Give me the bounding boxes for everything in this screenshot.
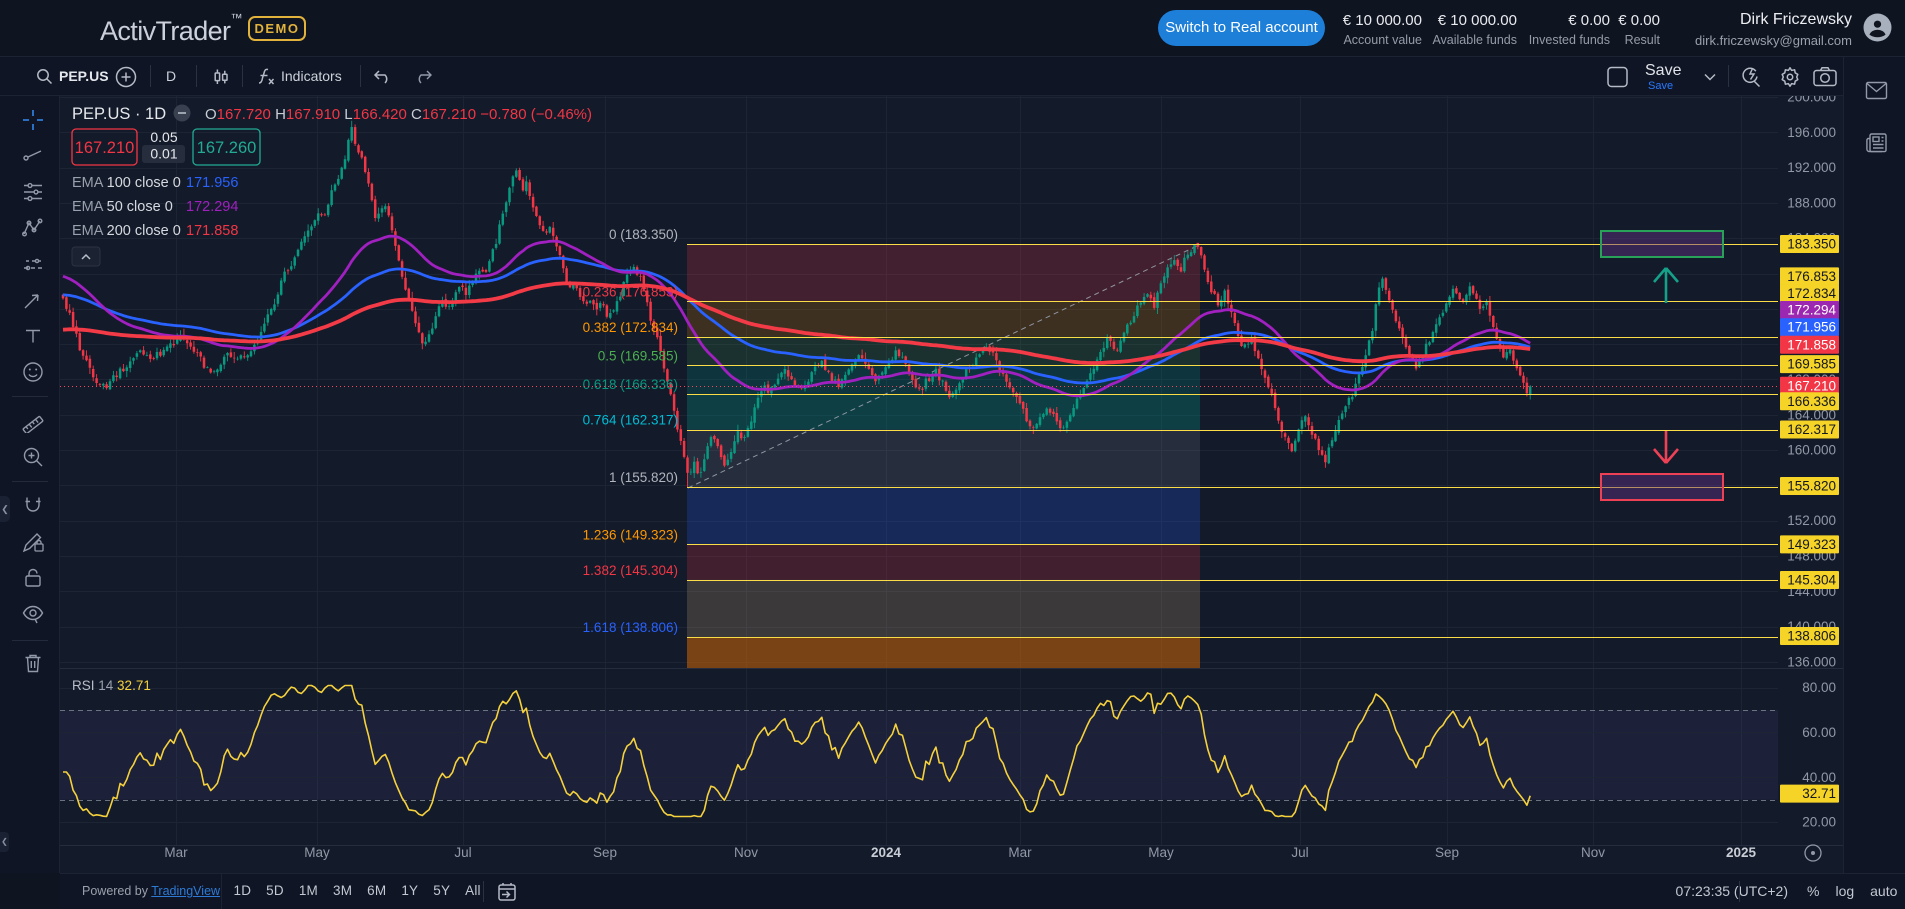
svg-text:172.294: 172.294 xyxy=(186,199,238,215)
svg-text:EMA 100 close 0: EMA 100 close 0 xyxy=(72,175,181,191)
svg-text:192.000: 192.000 xyxy=(1787,160,1836,175)
svg-text:Nov: Nov xyxy=(734,845,758,860)
svg-text:145.304: 145.304 xyxy=(1787,573,1836,588)
svg-text:1.236 (149.323): 1.236 (149.323) xyxy=(583,527,678,542)
svg-text:80.00: 80.00 xyxy=(1802,680,1836,695)
svg-text:PEP.US · 1D: PEP.US · 1D xyxy=(72,105,166,123)
svg-text:EMA 50 close 0: EMA 50 close 0 xyxy=(72,199,173,215)
svg-text:155.820: 155.820 xyxy=(1787,479,1836,494)
svg-text:164.000: 164.000 xyxy=(1787,407,1836,422)
svg-text:EMA 200 close 0: EMA 200 close 0 xyxy=(72,223,181,239)
svg-text:152.000: 152.000 xyxy=(1787,513,1836,528)
svg-text:171.858: 171.858 xyxy=(186,223,238,239)
svg-text:40.00: 40.00 xyxy=(1802,770,1836,785)
svg-text:172.294: 172.294 xyxy=(1787,303,1836,318)
svg-text:200.000: 200.000 xyxy=(1787,96,1836,105)
svg-text:176.853: 176.853 xyxy=(1787,269,1836,284)
svg-text:0.05: 0.05 xyxy=(150,129,177,145)
svg-text:171.858: 171.858 xyxy=(1787,337,1836,352)
svg-text:196.000: 196.000 xyxy=(1787,125,1836,140)
svg-text:0.764 (162.317): 0.764 (162.317) xyxy=(583,413,678,428)
svg-text:Nov: Nov xyxy=(1581,845,1605,860)
svg-text:172.834: 172.834 xyxy=(1787,286,1836,301)
svg-text:32.71: 32.71 xyxy=(1802,786,1836,801)
svg-text:0 (183.350): 0 (183.350) xyxy=(609,227,678,242)
svg-text:20.00: 20.00 xyxy=(1802,815,1836,830)
svg-text:1 (155.820): 1 (155.820) xyxy=(609,470,678,485)
svg-text:167.210: 167.210 xyxy=(1787,378,1836,393)
svg-text:171.956: 171.956 xyxy=(1787,320,1836,335)
svg-text:183.350: 183.350 xyxy=(1787,237,1836,252)
svg-text:Mar: Mar xyxy=(1008,845,1032,860)
svg-text:160.000: 160.000 xyxy=(1787,443,1836,458)
svg-text:May: May xyxy=(304,845,330,860)
svg-text:149.323: 149.323 xyxy=(1787,537,1836,552)
svg-text:1.618 (138.806): 1.618 (138.806) xyxy=(583,620,678,635)
svg-text:Sep: Sep xyxy=(593,845,617,860)
svg-text:May: May xyxy=(1148,845,1174,860)
svg-text:RSI 14 32.71: RSI 14 32.71 xyxy=(72,678,151,693)
svg-text:1.382 (145.304): 1.382 (145.304) xyxy=(583,563,678,578)
svg-text:136.000: 136.000 xyxy=(1787,654,1836,669)
svg-text:0.5 (169.585): 0.5 (169.585) xyxy=(598,349,678,364)
svg-text:0.01: 0.01 xyxy=(150,146,177,162)
svg-text:162.317: 162.317 xyxy=(1787,422,1836,437)
svg-text:Mar: Mar xyxy=(164,845,188,860)
svg-text:0.236 (176.853): 0.236 (176.853) xyxy=(583,284,678,299)
svg-text:167.210: 167.210 xyxy=(75,139,135,157)
svg-text:188.000: 188.000 xyxy=(1787,195,1836,210)
svg-text:Sep: Sep xyxy=(1435,845,1459,860)
svg-text:138.806: 138.806 xyxy=(1787,629,1836,644)
svg-text:O167.720 H167.910 L166.420 C16: O167.720 H167.910 L166.420 C167.210 −0.7… xyxy=(205,106,592,123)
svg-text:0.382 (172.834): 0.382 (172.834) xyxy=(583,320,678,335)
svg-text:171.956: 171.956 xyxy=(186,175,238,191)
svg-text:169.585: 169.585 xyxy=(1787,357,1836,372)
svg-text:Jul: Jul xyxy=(454,845,471,860)
svg-text:0.618 (166.336): 0.618 (166.336) xyxy=(583,377,678,392)
svg-text:167.260: 167.260 xyxy=(197,139,257,157)
svg-text:2025: 2025 xyxy=(1726,845,1757,860)
svg-text:60.00: 60.00 xyxy=(1802,725,1836,740)
svg-text:2024: 2024 xyxy=(871,845,902,860)
svg-text:Jul: Jul xyxy=(1291,845,1308,860)
svg-text:166.336: 166.336 xyxy=(1787,394,1836,409)
